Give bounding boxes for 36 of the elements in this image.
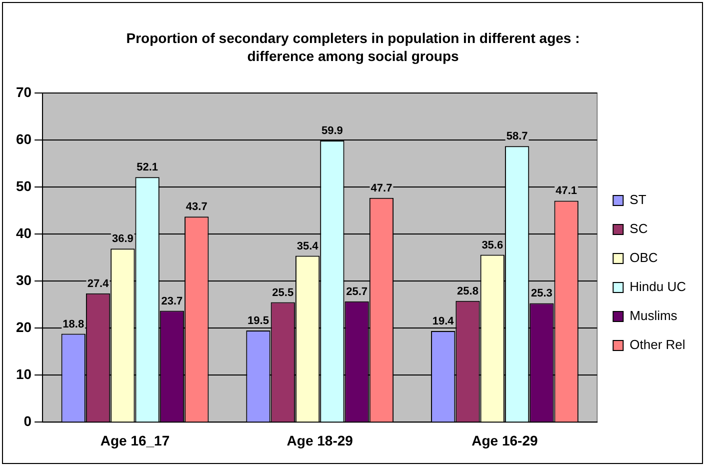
data-label: 47.1 [556,185,578,198]
data-label: 23.7 [161,295,183,308]
data-label: 36.9 [112,233,134,246]
data-label: 25.3 [530,288,552,300]
data-label: 27.4 [87,278,110,290]
data-label: 25.5 [272,286,294,299]
legend-label: ST [630,192,646,208]
legend-label: Other Rel [630,337,686,352]
data-label: 18.8 [62,318,84,330]
data-label: 19.4 [432,315,455,328]
data-label: 43.7 [186,201,208,214]
legend-label: OBC [630,250,658,266]
data-label: 47.7 [370,182,392,194]
y-tick-label: 40 [16,224,32,241]
x-tick-label: Age 18-29 [286,432,354,448]
y-tick-label: 50 [16,178,32,194]
legend-label: Muslims [630,308,678,324]
data-label: 35.6 [482,239,504,252]
data-label: 35.4 [296,240,320,252]
data-label: 59.9 [321,125,343,138]
y-tick-label: 10 [16,366,32,382]
data-label: 58.7 [506,130,528,143]
data-label: 52.1 [136,162,158,174]
x-tick-label: Age 16-29 [472,432,538,448]
chart-title: Proportion of secondary completers in population in different ages : difference among social groups [125,29,581,65]
legend-label: Hindu UC [630,279,686,294]
legend-label: SC [630,221,648,236]
y-tick-label: 60 [16,130,32,147]
data-label: 25.8 [457,285,478,298]
y-tick-label: 20 [16,319,32,335]
y-tick-label: 30 [16,272,32,288]
x-tick-label: Age 16_17 [100,432,170,448]
data-label: 25.7 [346,286,368,298]
data-label: 19.5 [248,315,269,328]
y-tick-label: 0 [24,413,32,430]
y-tick-label: 70 [16,84,32,100]
